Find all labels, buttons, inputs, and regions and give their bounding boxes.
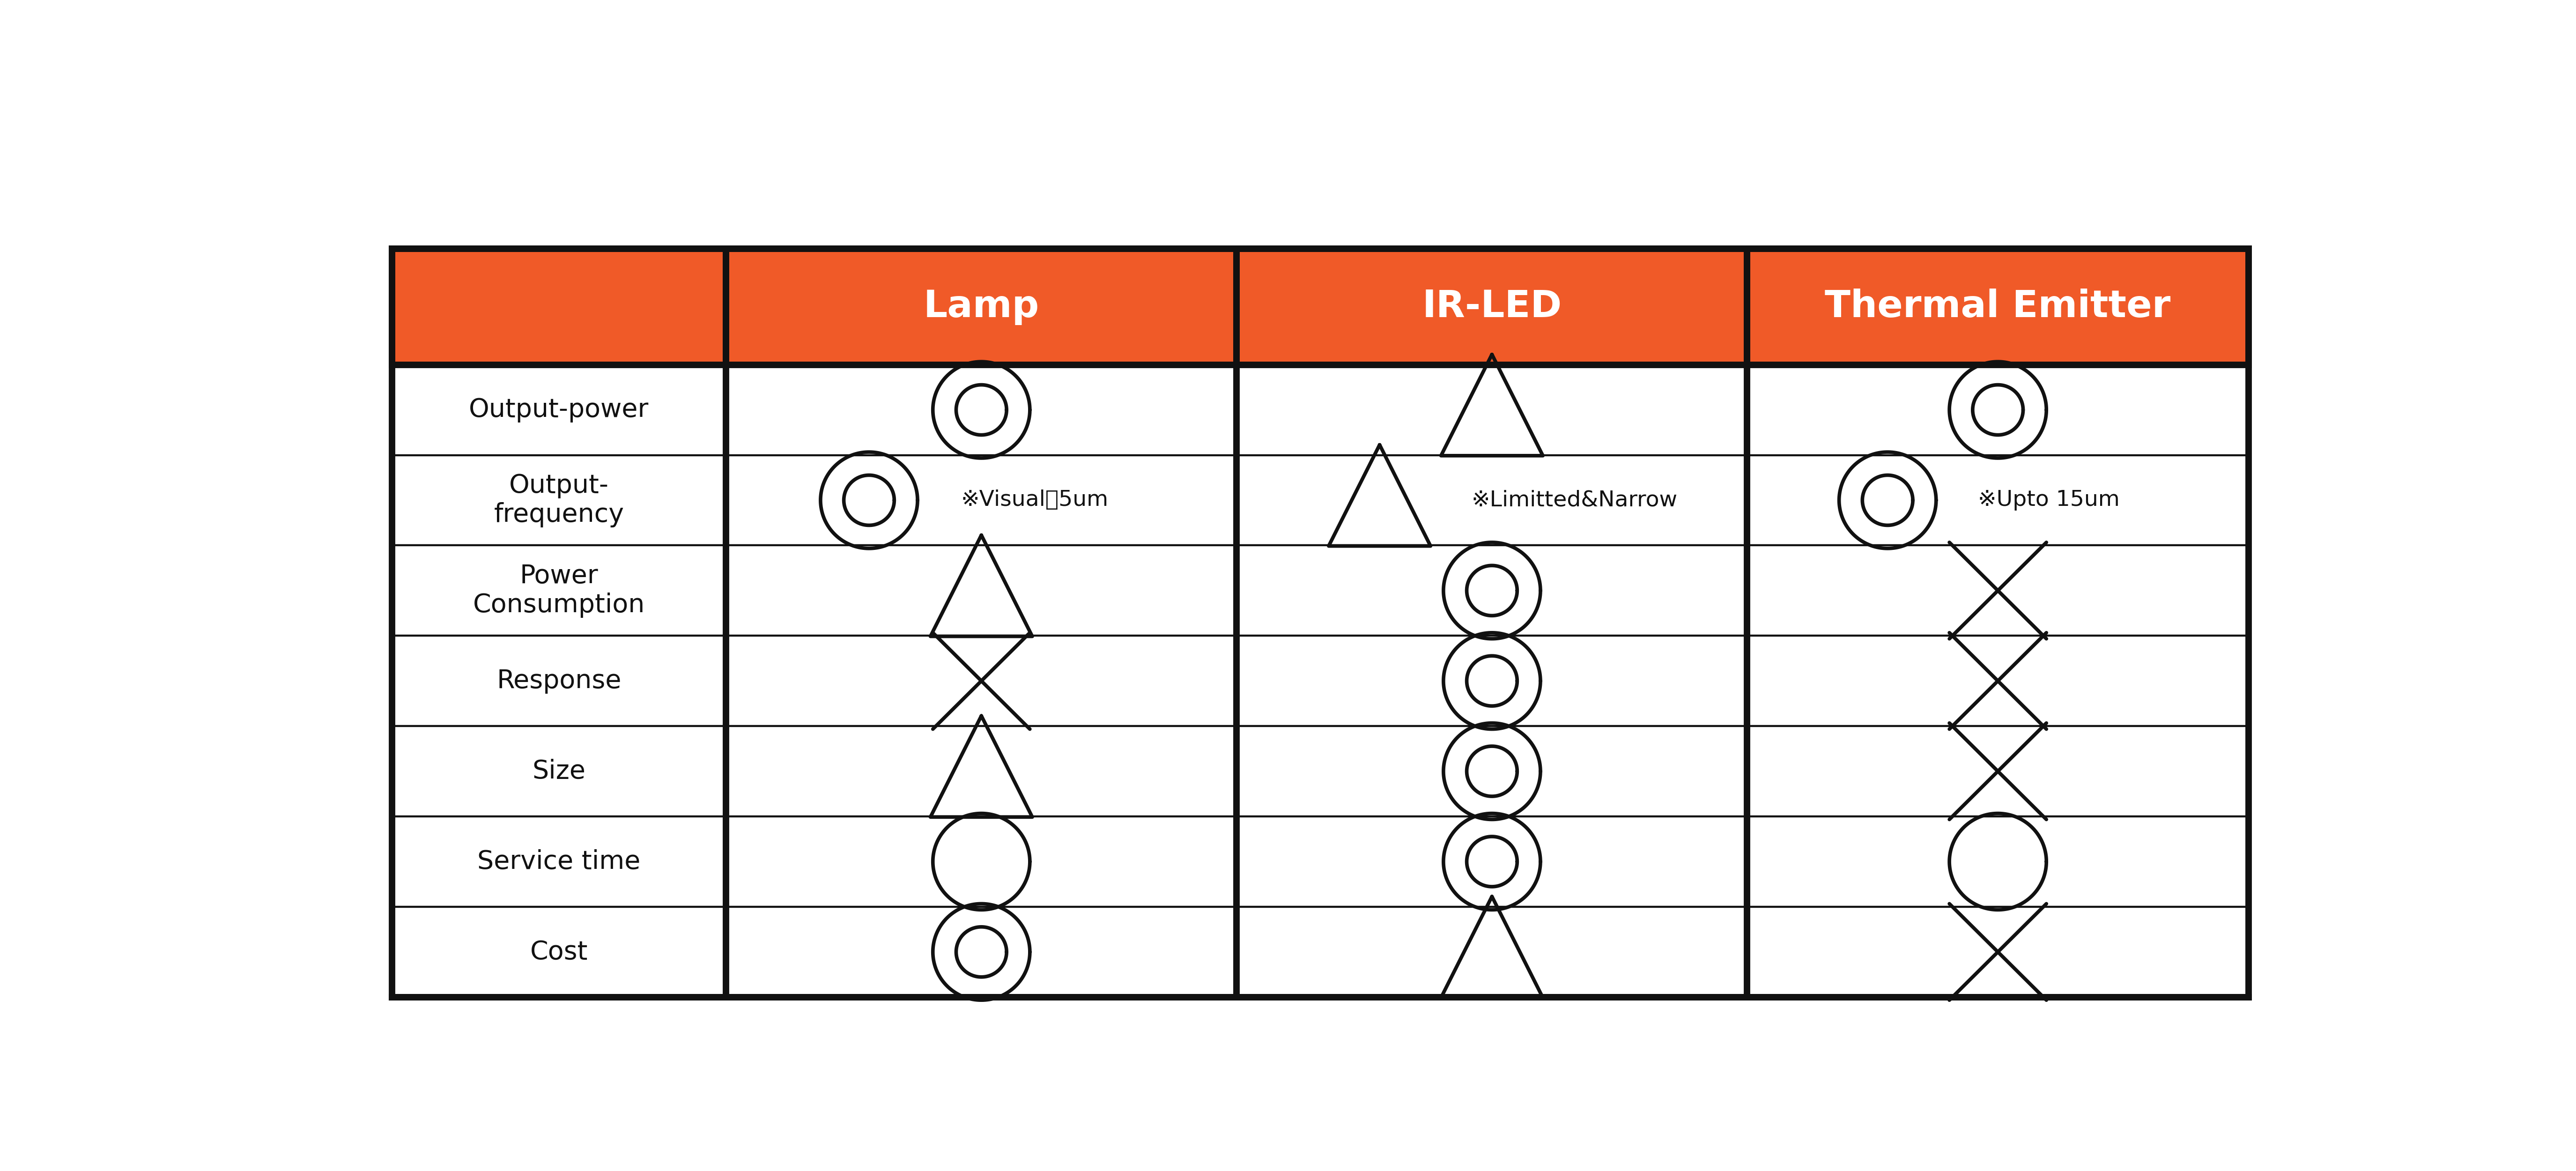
Bar — [392, 726, 726, 816]
Bar — [392, 546, 726, 636]
Bar — [726, 726, 1236, 816]
Bar — [392, 816, 726, 906]
Bar — [1747, 364, 2249, 456]
Bar — [392, 636, 726, 726]
Bar — [1236, 364, 1747, 456]
Bar — [1236, 456, 1747, 546]
Bar — [392, 456, 726, 546]
Text: Response: Response — [497, 669, 621, 693]
Bar — [1747, 456, 2249, 546]
Bar — [1236, 248, 1747, 364]
Bar — [726, 636, 1236, 726]
Text: Thermal Emitter: Thermal Emitter — [1824, 288, 2172, 326]
Bar — [1236, 906, 1747, 997]
Bar — [1747, 546, 2249, 636]
Bar — [726, 248, 1236, 364]
Text: Lamp: Lamp — [922, 288, 1038, 326]
Bar — [1747, 906, 2249, 997]
Bar — [1236, 636, 1747, 726]
Bar — [392, 906, 726, 997]
Text: Cost: Cost — [531, 939, 587, 965]
Text: ※Visual～5um: ※Visual～5um — [961, 489, 1108, 511]
Text: Power
Consumption: Power Consumption — [474, 563, 644, 618]
Bar — [1747, 726, 2249, 816]
Bar — [726, 364, 1236, 456]
Bar — [1236, 726, 1747, 816]
Text: IR-LED: IR-LED — [1422, 288, 1561, 326]
Bar — [392, 364, 726, 456]
Bar — [392, 248, 2249, 998]
Bar — [726, 816, 1236, 906]
Bar — [1236, 546, 1747, 636]
Bar — [1236, 816, 1747, 906]
Text: Size: Size — [533, 759, 585, 783]
Text: ※Upto 15um: ※Upto 15um — [1978, 489, 2120, 511]
Bar — [1747, 248, 2249, 364]
Bar — [726, 906, 1236, 997]
Text: ※Limitted&Narrow: ※Limitted&Narrow — [1471, 489, 1677, 511]
Bar — [1747, 636, 2249, 726]
Bar — [726, 546, 1236, 636]
Text: Service time: Service time — [477, 849, 641, 875]
Text: Output-
frequency: Output- frequency — [495, 473, 623, 527]
Bar — [1747, 816, 2249, 906]
Bar — [726, 456, 1236, 546]
Text: Output-power: Output-power — [469, 397, 649, 423]
Bar — [392, 248, 726, 364]
